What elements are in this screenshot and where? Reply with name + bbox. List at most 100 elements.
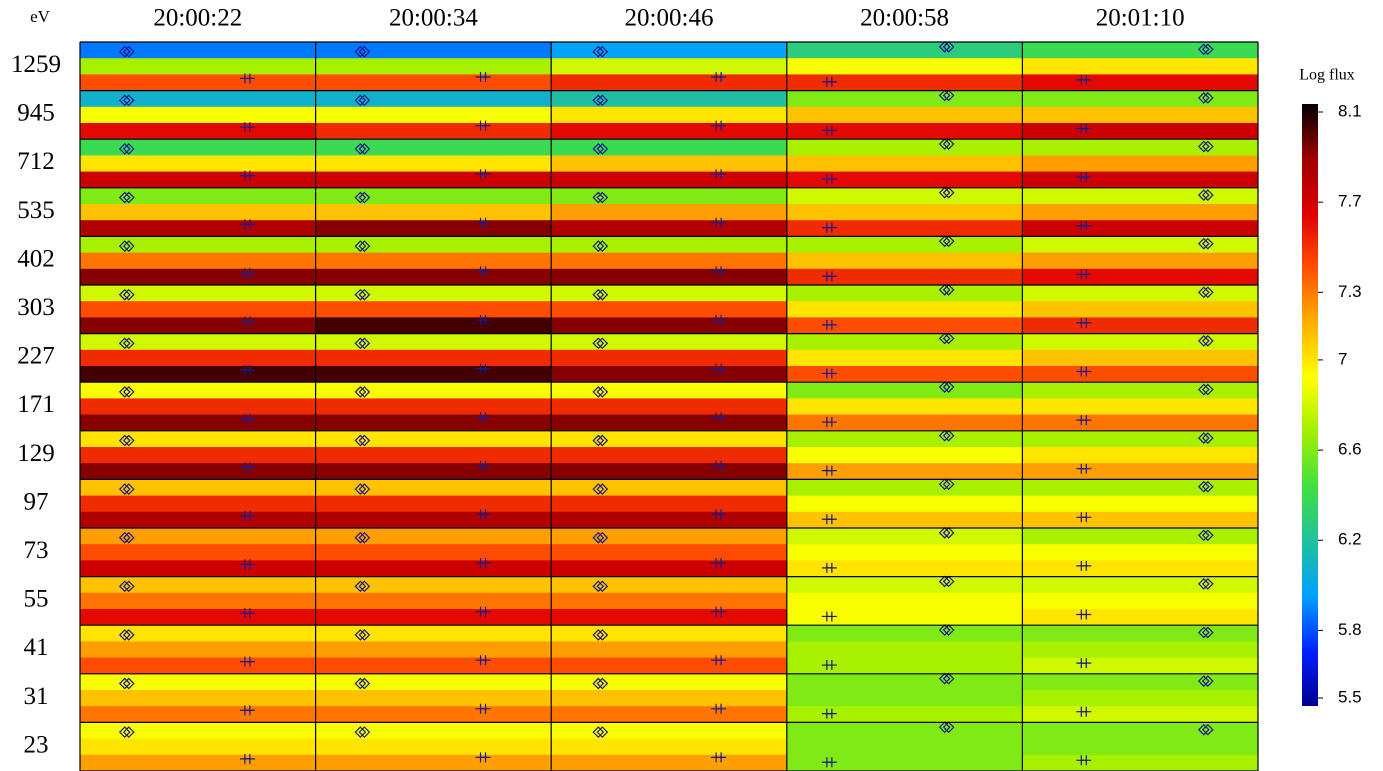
track-markers xyxy=(118,580,255,619)
plus-marker xyxy=(1081,366,1092,377)
plus-marker xyxy=(1081,220,1092,231)
track-markers xyxy=(118,45,255,84)
row-label: 712 xyxy=(17,148,55,175)
plus-marker xyxy=(480,557,491,568)
diamond-marker xyxy=(938,478,951,491)
track-markers xyxy=(354,580,491,617)
track-markers xyxy=(592,143,727,180)
heat-cell xyxy=(786,301,1023,318)
diamond-marker xyxy=(596,240,609,252)
heat-cell xyxy=(315,74,552,92)
heat-cell xyxy=(80,220,316,237)
heat-cell xyxy=(551,544,787,561)
diamond-marker xyxy=(358,531,371,544)
track-markers xyxy=(821,721,955,768)
heat-cell xyxy=(786,592,1023,610)
heat-cell xyxy=(551,592,787,610)
row-unit: eV xyxy=(30,7,51,26)
diamond-marker xyxy=(358,288,371,301)
heat-cell xyxy=(1022,657,1258,675)
heat-cell xyxy=(786,349,1023,367)
heat-cell xyxy=(1022,139,1258,156)
row-label: 97 xyxy=(24,488,49,515)
diamond-marker xyxy=(118,143,131,155)
diamond-marker xyxy=(596,531,609,544)
track-markers xyxy=(821,527,955,573)
row-label: 303 xyxy=(17,294,55,321)
heat-cell xyxy=(551,657,787,675)
track-markers xyxy=(821,429,955,476)
heat-cell xyxy=(80,544,316,561)
diamond-marker xyxy=(942,235,955,248)
plus-marker xyxy=(244,170,255,181)
heat-cell xyxy=(786,544,1023,561)
diamond-marker xyxy=(358,45,371,58)
track-markers xyxy=(354,386,491,423)
plus-marker xyxy=(1081,706,1092,717)
track-markers xyxy=(118,629,255,667)
column-label: 20:00:22 xyxy=(153,5,242,32)
diamond-marker xyxy=(354,288,367,301)
diamond-marker xyxy=(358,94,371,107)
heat-cell xyxy=(786,90,1023,108)
diamond-marker xyxy=(122,386,135,398)
track-markers xyxy=(1076,335,1214,377)
heat-cell xyxy=(315,123,552,140)
diamond-marker xyxy=(118,434,131,447)
heat-cell xyxy=(551,511,787,529)
heat-cell xyxy=(80,430,316,448)
heat-cell xyxy=(551,139,787,156)
track-markers xyxy=(1076,432,1214,474)
plus-marker xyxy=(244,73,255,84)
heat-cell xyxy=(315,58,552,75)
heat-cell xyxy=(786,317,1023,335)
heat-cell xyxy=(315,609,552,626)
diamond-marker xyxy=(942,332,955,345)
diamond-marker xyxy=(596,677,609,690)
heat-cell xyxy=(551,236,787,254)
heat-cell xyxy=(551,106,787,124)
heat-cell xyxy=(551,722,787,740)
diamond-marker xyxy=(596,45,609,58)
plus-marker xyxy=(244,753,255,764)
diamond-marker xyxy=(358,629,371,641)
track-markers xyxy=(1076,626,1214,669)
heat-cell xyxy=(315,382,552,399)
heat-cell xyxy=(1022,625,1258,642)
heat-cell xyxy=(1022,447,1258,464)
plus-marker xyxy=(1081,658,1092,669)
heat-cell xyxy=(786,106,1023,124)
plus-marker xyxy=(716,266,727,277)
heat-cell xyxy=(786,139,1023,156)
track-markers xyxy=(1076,675,1214,717)
diamond-marker xyxy=(118,240,131,252)
plus-marker xyxy=(826,174,837,185)
plus-marker xyxy=(826,465,837,476)
plus-marker xyxy=(1081,123,1092,134)
heat-cell xyxy=(1022,349,1258,367)
heat-cell xyxy=(551,625,787,642)
diamond-marker xyxy=(122,531,135,544)
track-markers xyxy=(821,672,955,719)
heat-cell xyxy=(80,382,316,399)
heat-cell xyxy=(1022,301,1258,318)
diamond-marker xyxy=(942,186,955,199)
diamond-marker xyxy=(938,332,951,345)
plus-marker xyxy=(1081,512,1092,523)
heat-cell xyxy=(786,479,1023,497)
track-markers xyxy=(592,483,727,520)
heat-cell xyxy=(1022,511,1258,529)
diamond-marker xyxy=(1197,237,1210,250)
track-markers xyxy=(821,575,955,622)
heat-cell xyxy=(315,398,552,416)
track-markers xyxy=(354,45,491,82)
heat-cell xyxy=(80,236,316,254)
track-markers xyxy=(821,381,955,428)
plus-marker xyxy=(244,656,255,667)
track-markers xyxy=(1076,189,1214,231)
heat-cell xyxy=(315,317,552,335)
heat-cell xyxy=(80,495,316,513)
heat-cell xyxy=(80,657,316,675)
diamond-marker xyxy=(938,381,951,393)
heat-cell xyxy=(1022,479,1258,497)
